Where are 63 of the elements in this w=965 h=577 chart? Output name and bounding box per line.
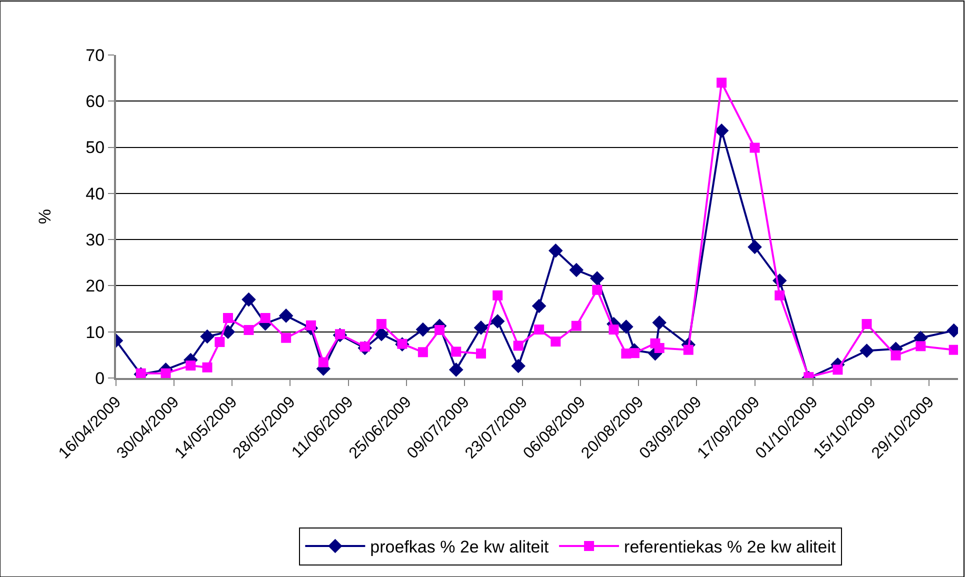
point [948, 344, 958, 355]
point [548, 244, 563, 258]
point [418, 347, 428, 358]
point [448, 362, 464, 377]
point [534, 324, 544, 335]
point [376, 319, 386, 330]
point [714, 124, 729, 138]
y-tick-label: 10 [86, 322, 105, 342]
point [490, 314, 505, 328]
point [281, 332, 292, 343]
point [832, 364, 843, 375]
point [774, 290, 785, 300]
point [374, 327, 389, 342]
point [513, 340, 524, 351]
y-tick-label: 70 [86, 46, 105, 65]
point [608, 324, 619, 335]
point [202, 362, 212, 372]
point [476, 348, 486, 359]
point [492, 290, 503, 300]
point [416, 322, 430, 337]
point [260, 313, 270, 324]
point [242, 292, 256, 307]
point [451, 346, 462, 357]
legend-label: referentiekas % 2e kw aliteit [624, 538, 836, 557]
point [590, 271, 604, 286]
y-tick-label: 40 [86, 184, 105, 204]
point [629, 348, 640, 358]
point [750, 142, 760, 153]
point [244, 325, 254, 336]
point [278, 308, 294, 323]
y-tick-label: 50 [86, 138, 105, 158]
point [716, 78, 727, 88]
point [318, 357, 328, 368]
y-tick-label: 60 [86, 92, 105, 112]
point [916, 341, 926, 352]
point [569, 262, 584, 278]
point [474, 320, 488, 335]
y-tick-label: 0 [95, 368, 105, 388]
point [434, 325, 445, 336]
point [652, 315, 667, 330]
point [550, 336, 561, 347]
point [222, 313, 233, 324]
point [571, 320, 582, 331]
point [619, 320, 634, 334]
point [160, 368, 171, 378]
point [654, 343, 664, 354]
point [136, 368, 146, 378]
point [683, 344, 694, 355]
point [214, 337, 225, 348]
point [200, 329, 214, 344]
y-tick-label: 20 [86, 276, 105, 296]
point [890, 350, 901, 360]
point [306, 320, 316, 330]
point [532, 298, 546, 314]
point [511, 358, 526, 374]
point [592, 284, 602, 295]
point [186, 360, 196, 371]
point [748, 240, 762, 254]
point [860, 344, 874, 358]
y-axis-title: % [36, 208, 55, 224]
point [862, 319, 872, 330]
legend-label: proefkas % 2e kw aliteit [370, 538, 550, 557]
y-tick-label: 30 [86, 230, 105, 250]
